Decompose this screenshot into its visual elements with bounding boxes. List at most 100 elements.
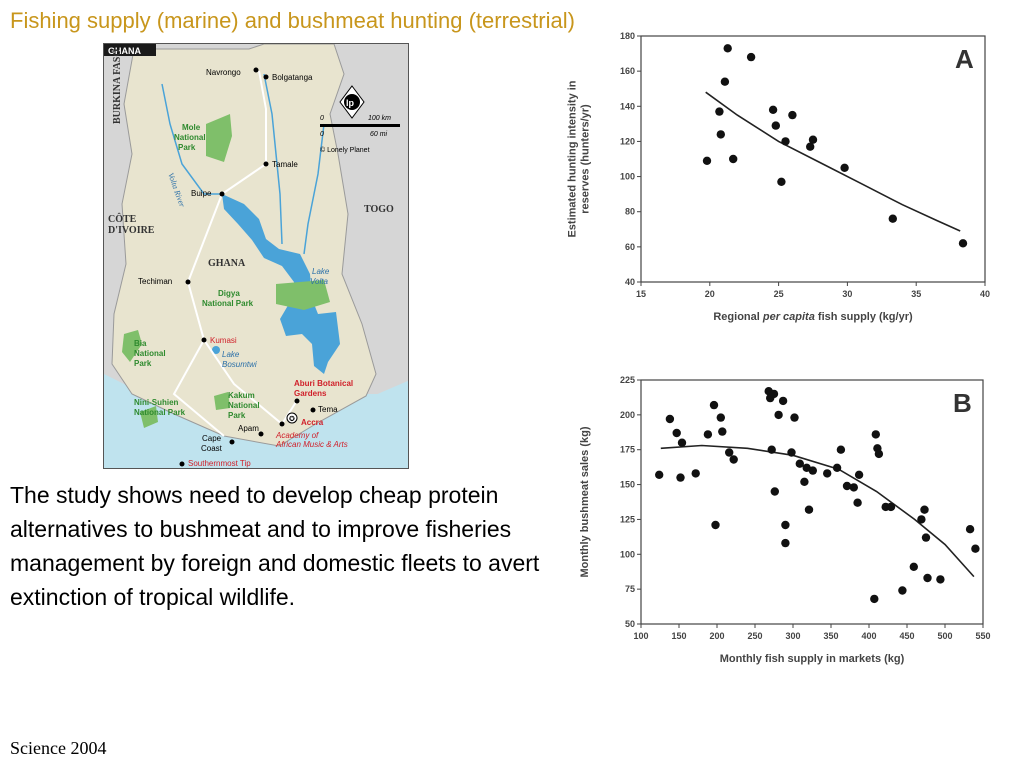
chart-b-point-23 bbox=[790, 413, 799, 422]
chart-b-point-1 bbox=[665, 414, 675, 424]
city-dot-aburi bbox=[294, 398, 300, 404]
chart-b-x-tick-label: 550 bbox=[975, 631, 990, 641]
map-river-black-volta bbox=[161, 83, 222, 195]
chart-b-point-6 bbox=[703, 430, 713, 439]
chart-b-point-12 bbox=[729, 455, 738, 464]
chart-b-point-44 bbox=[917, 515, 926, 524]
chart-b-point-18 bbox=[774, 410, 783, 420]
chart-b-point-5 bbox=[691, 469, 700, 478]
chart-a-point-4 bbox=[723, 44, 732, 53]
chart-b-x-tick-label: 350 bbox=[823, 631, 838, 641]
chart-a-fit-line bbox=[705, 91, 961, 232]
chart-b-point-15 bbox=[769, 389, 779, 399]
scale-zero-mi: 0 bbox=[320, 131, 324, 138]
slide-title: Fishing supply (marine) and bushmeat hun… bbox=[10, 8, 575, 33]
chart-b-point-39 bbox=[874, 449, 884, 459]
chart-b-y-tick-label: 150 bbox=[620, 480, 635, 490]
park-bia-label: Bia National Park bbox=[134, 339, 168, 368]
chart-b-x-tick-label: 200 bbox=[709, 631, 724, 641]
chart-b-x-tick-label: 450 bbox=[899, 631, 914, 641]
chart-b-point-25 bbox=[800, 477, 809, 486]
chart-a-axes-box bbox=[640, 35, 986, 283]
place-academy-line2: African Music & Arts bbox=[275, 440, 348, 449]
chart-b-point-35 bbox=[854, 470, 864, 479]
chart-a-point-5 bbox=[729, 154, 738, 164]
city-dot-tamale bbox=[263, 161, 269, 167]
chart-b-point-43 bbox=[909, 562, 918, 571]
city-bolgatanga: Bolgatanga bbox=[272, 73, 313, 82]
map-park-digya bbox=[276, 280, 330, 310]
capital-star-icon bbox=[286, 412, 298, 424]
ghana-map: GHANA BURKINA FASO CÔTE D'IVOIRE TOGO GH… bbox=[103, 43, 409, 469]
country-togo: TOGO bbox=[364, 204, 394, 215]
water-lake-volta-line2: Volta bbox=[310, 277, 328, 286]
city-dot-kumasi bbox=[201, 337, 207, 343]
chart-b-axes-box bbox=[640, 379, 984, 625]
city-dot-accra bbox=[279, 421, 285, 427]
chart-b-point-24 bbox=[795, 459, 804, 468]
chart-a-x-tick-label: 20 bbox=[705, 289, 715, 299]
chart-b-point-7 bbox=[709, 400, 719, 410]
city-tamale: Tamale bbox=[272, 160, 298, 169]
chart-b-point-30 bbox=[832, 463, 842, 472]
chart-b-point-37 bbox=[871, 430, 880, 439]
chart-a-point-0 bbox=[702, 156, 712, 165]
chart-b-panel-label: B bbox=[953, 388, 972, 418]
city-dot-tema bbox=[310, 407, 316, 413]
city-navrongo: Navrongo bbox=[206, 68, 241, 77]
chart-b-x-tick-label: 100 bbox=[633, 631, 648, 641]
chart-a-point-12 bbox=[806, 142, 815, 151]
chart-b-point-48 bbox=[936, 575, 945, 584]
city-tema: Tema bbox=[318, 405, 338, 414]
chart-a-y-tick-label: 100 bbox=[620, 172, 635, 182]
chart-b-point-47 bbox=[923, 573, 932, 583]
city-apam: Apam bbox=[238, 424, 259, 433]
chart-b-point-36 bbox=[870, 594, 879, 604]
chart-b-point-41 bbox=[886, 502, 896, 512]
city-dot-cape-coast bbox=[229, 439, 235, 445]
scale-bar bbox=[320, 124, 400, 127]
chart-a-point-14 bbox=[840, 163, 849, 172]
chart-b-y-tick-label: 200 bbox=[620, 410, 635, 420]
chart-b-x-tick-label: 150 bbox=[671, 631, 686, 641]
chart-a-y-tick-label: 120 bbox=[620, 136, 635, 146]
chart-a-x-tick-label: 15 bbox=[636, 289, 646, 299]
compass-icon: lp bbox=[339, 85, 365, 119]
chart-b-point-0 bbox=[655, 470, 664, 479]
chart-a-y-label: Estimated hunting intensity in bbox=[567, 80, 579, 237]
compass-text: lp bbox=[346, 98, 355, 108]
map-lake-volta bbox=[222, 194, 340, 374]
scale-zero-km: 0 bbox=[320, 115, 324, 122]
map-canvas: GHANA BURKINA FASO CÔTE D'IVOIRE TOGO GH… bbox=[104, 44, 408, 468]
scale-mi: 60 mi bbox=[370, 131, 388, 138]
chart-a-y-tick-label: 180 bbox=[620, 31, 635, 41]
country-ghana: GHANA bbox=[208, 258, 246, 269]
chart-b-point-9 bbox=[716, 413, 725, 422]
map-label: GHANA bbox=[108, 46, 141, 56]
water-bosumtwi-line2: Bosumtwi bbox=[222, 360, 257, 369]
chart-a-point-6 bbox=[746, 52, 756, 62]
chart-b-point-45 bbox=[920, 505, 929, 514]
map-lake-bosumtwi bbox=[212, 346, 220, 354]
country-cote-line1: CÔTE bbox=[108, 212, 137, 225]
map-sea bbox=[104, 374, 408, 468]
city-dot-buipe bbox=[219, 191, 225, 197]
water-lake-volta-line1: Lake bbox=[312, 267, 330, 276]
park-digya-label: Digya National Park bbox=[202, 289, 254, 308]
park-mole-label: Mole National Park bbox=[174, 123, 208, 152]
chart-b-y-tick-label: 175 bbox=[620, 445, 635, 455]
city-dot-bolgatanga bbox=[263, 74, 269, 80]
chart-b-y-tick-label: 125 bbox=[620, 514, 635, 524]
chart-a-y-tick-label: 60 bbox=[625, 242, 635, 252]
chart-a-y-label: reserves (hunters/yr) bbox=[580, 104, 592, 214]
chart-b-point-50 bbox=[971, 544, 980, 553]
chart-a-x-label-part: fish supply (kg/yr) bbox=[815, 311, 913, 323]
city-dot-navrongo bbox=[253, 67, 259, 73]
map-label-box bbox=[104, 44, 156, 56]
chart-b-point-21 bbox=[781, 538, 790, 548]
map-credit: © Lonely Planet bbox=[320, 146, 370, 154]
chart-b-point-8 bbox=[711, 520, 720, 530]
chart-a-x-label-part: per capita bbox=[762, 311, 815, 323]
chart-b-x-tick-label: 400 bbox=[861, 631, 876, 641]
chart-a-point-9 bbox=[777, 177, 786, 186]
